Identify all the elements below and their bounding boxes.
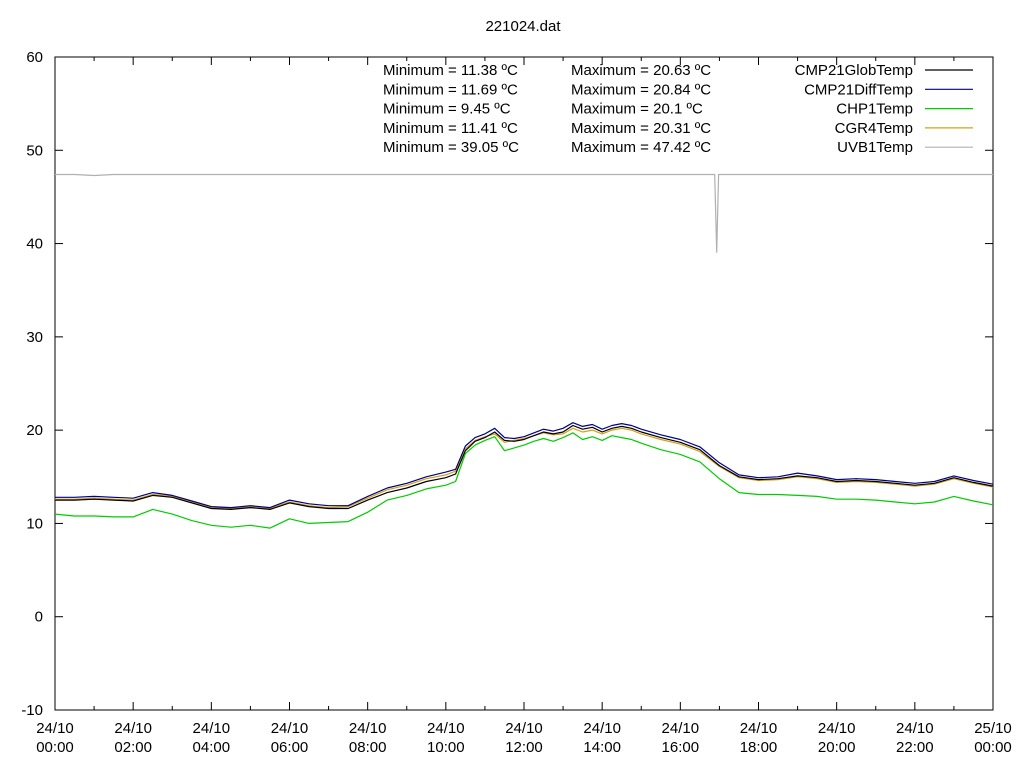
y-tick-label: 0 <box>35 609 43 626</box>
x-tick-time-label: 00:00 <box>36 739 74 756</box>
stat-minimum: Minimum = 11.69 ºC <box>383 81 518 98</box>
x-tick-date-label: 24/10 <box>662 720 700 737</box>
y-tick-label: 20 <box>26 422 43 439</box>
x-tick-time-label: 00:00 <box>974 739 1012 756</box>
stat-minimum: Minimum = 39.05 ºC <box>383 139 519 156</box>
x-tick-time-label: 18:00 <box>740 739 778 756</box>
legend-label: CGR4Temp <box>835 120 913 137</box>
x-tick-time-label: 12:00 <box>505 739 543 756</box>
x-tick-date-label: 24/10 <box>271 720 309 737</box>
stat-minimum: Minimum = 11.41 ºC <box>383 120 518 137</box>
x-tick-date-label: 24/10 <box>193 720 231 737</box>
x-tick-time-label: 08:00 <box>349 739 387 756</box>
y-tick-label: 30 <box>26 329 43 346</box>
series-line-CGR4Temp <box>55 427 994 510</box>
x-axis: 24/10 00:00 24/10 02:00 24/10 04:00 24/10 06:00… <box>36 57 1012 756</box>
chart-title: 221024.dat <box>485 18 561 35</box>
series-line-CMP21DiffTemp <box>55 422 994 509</box>
y-tick-label: 60 <box>26 49 43 66</box>
x-tick-date-label: 24/10 <box>349 720 387 737</box>
series-line-CMP21GlobTemp <box>55 424 994 510</box>
x-tick-date-label: 24/10 <box>36 720 74 737</box>
legend-label: UVB1Temp <box>837 139 913 156</box>
x-tick-time-label: 16:00 <box>662 739 700 756</box>
series-line-UVB1Temp <box>55 173 993 253</box>
x-tick-date-label: 24/10 <box>505 720 543 737</box>
stat-maximum: Maximum = 20.84 ºC <box>571 81 711 98</box>
y-tick-label: 50 <box>26 142 43 159</box>
legend-label: CMP21GlobTemp <box>795 62 913 79</box>
x-tick-date-label: 25/10 <box>974 720 1012 737</box>
stat-maximum: Maximum = 20.31 ºC <box>571 120 711 137</box>
stat-minimum: Minimum = 11.38 ºC <box>383 62 518 79</box>
x-tick-date-label: 24/10 <box>114 720 152 737</box>
legend-label: CMP21DiffTemp <box>804 81 913 98</box>
stat-maximum: Maximum = 47.42 ºC <box>571 139 711 156</box>
x-tick-date-label: 24/10 <box>896 720 934 737</box>
y-tick-label: 10 <box>26 515 43 532</box>
x-tick-time-label: 04:00 <box>193 739 231 756</box>
legend: CMP21GlobTemp CMP21DiffTemp CHP1Temp CGR4Te… <box>795 62 973 156</box>
stat-maximum: Maximum = 20.63 ºC <box>571 62 711 79</box>
stat-minimum: Minimum = 9.45 ºC <box>383 101 511 118</box>
x-tick-time-label: 14:00 <box>583 739 621 756</box>
x-tick-date-label: 24/10 <box>740 720 778 737</box>
series-lines <box>54 173 994 529</box>
stat-maximum: Maximum = 20.1 ºC <box>571 101 703 118</box>
x-tick-time-label: 02:00 <box>114 739 152 756</box>
legend-label: CHP1Temp <box>836 101 913 118</box>
x-tick-time-label: 06:00 <box>271 739 309 756</box>
series-line-CHP1Temp <box>54 432 994 529</box>
stats-block: Minimum = 11.38 ºC Maximum = 20.63 ºC Mini… <box>383 62 711 156</box>
x-tick-date-label: 24/10 <box>427 720 465 737</box>
x-tick-time-label: 10:00 <box>427 739 465 756</box>
x-tick-time-label: 20:00 <box>818 739 856 756</box>
x-tick-time-label: 22:00 <box>896 739 934 756</box>
y-axis: -10 0 10 20 30 40 50 60 <box>21 49 993 719</box>
y-tick-label: -10 <box>21 702 43 719</box>
x-tick-date-label: 24/10 <box>583 720 621 737</box>
y-tick-label: 40 <box>26 236 43 253</box>
x-tick-date-label: 24/10 <box>818 720 856 737</box>
